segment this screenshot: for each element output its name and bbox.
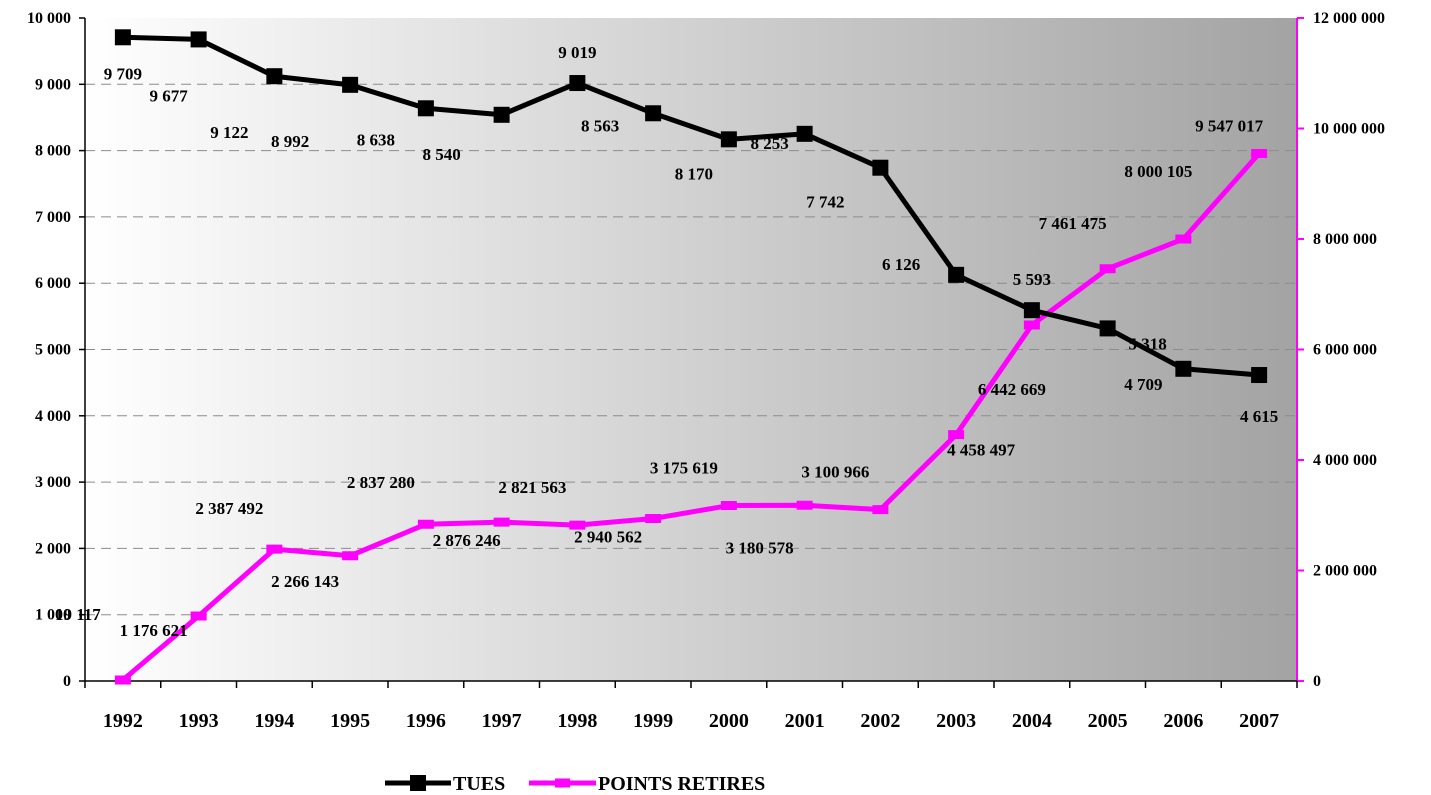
x-tick-label: 2005 xyxy=(1088,710,1128,732)
points-retires-data-label: 1 176 621 xyxy=(120,621,188,640)
points-retires-data-label: 2 266 143 xyxy=(271,572,339,591)
tues-marker xyxy=(1099,320,1116,337)
x-tick-label: 1997 xyxy=(482,710,522,732)
tues-data-label: 8 638 xyxy=(357,130,395,149)
points-retires-data-label: 3 100 966 xyxy=(801,463,869,482)
tues-marker xyxy=(493,106,510,123)
right-tick-label: 0 xyxy=(1313,673,1321,690)
left-tick-label: 5 000 xyxy=(35,342,71,359)
data-labels: 9 709 9 677 9 122 8 992 8 638 8 540 9 019 8 563… xyxy=(55,43,1278,640)
tues-data-label: 7 742 xyxy=(806,193,844,212)
right-y-axis: 0 2 000 000 4 000 000 6 000 000 8 000 000 10 … xyxy=(1296,10,1385,690)
left-tick-label: 10 000 xyxy=(27,10,71,27)
points-retires-data-label: 8 000 105 xyxy=(1124,162,1192,181)
tues-marker xyxy=(417,100,434,117)
tues-data-label: 5 593 xyxy=(1013,270,1051,289)
tues-data-label: 6 126 xyxy=(882,255,920,274)
tues-data-label: 8 992 xyxy=(271,132,309,151)
tues-data-label: 8 540 xyxy=(423,145,461,164)
right-tick-label: 6 000 000 xyxy=(1313,342,1377,359)
x-tick-label: 2007 xyxy=(1239,710,1279,732)
tues-data-label: 5 318 xyxy=(1129,334,1167,353)
tues-marker xyxy=(1175,360,1192,377)
points-retires-data-label: 2 940 562 xyxy=(574,528,642,547)
points-retires-data-label: 9 547 017 xyxy=(1195,117,1264,136)
points-retires-data-label: 6 442 669 xyxy=(978,380,1046,399)
points-retires-data-label: 3 180 578 xyxy=(726,538,794,557)
x-tick-label: 1993 xyxy=(179,710,219,732)
x-tick-label: 2004 xyxy=(1012,710,1052,732)
x-tick-label: 1998 xyxy=(557,710,597,732)
legend-tues-label: TUES xyxy=(453,773,505,795)
left-tick-label: 6 000 xyxy=(35,275,71,292)
legend-tues-marker xyxy=(410,775,426,791)
right-tick-label: 2 000 000 xyxy=(1313,563,1377,580)
x-tick-label: 1999 xyxy=(633,710,673,732)
left-tick-label: 9 000 xyxy=(35,76,71,93)
series-tues-line xyxy=(122,34,1260,378)
tues-marker xyxy=(569,75,586,92)
left-tick-label: 0 xyxy=(63,673,71,690)
left-tick-label: 1 000 xyxy=(35,607,71,624)
tues-marker xyxy=(342,76,359,93)
x-tick-label: 1992 xyxy=(103,710,143,732)
series-layer xyxy=(114,29,1268,685)
tues-data-label: 9 122 xyxy=(210,123,248,142)
left-y-axis: 0 1 000 2 000 3 000 4 000 5 000 6 000 7 000 8 00… xyxy=(27,10,86,690)
tues-data-label: 8 563 xyxy=(581,116,619,135)
left-tick-label: 4 000 xyxy=(35,408,71,425)
x-tick-label: 2003 xyxy=(936,710,976,732)
x-axis: 1992 1993 1994 1995 1996 1997 1998 1999 2000 2001… xyxy=(84,680,1298,732)
tues-data-label: 8 170 xyxy=(675,164,713,183)
right-tick-label: 10 000 000 xyxy=(1313,121,1385,138)
tues-data-label: 8 253 xyxy=(751,134,789,153)
points-retires-data-label: 2 837 280 xyxy=(347,473,415,492)
right-tick-label: 4 000 000 xyxy=(1313,452,1377,469)
points-retires-data-label: 7 461 475 xyxy=(1039,214,1107,233)
left-tick-label: 2 000 xyxy=(35,540,71,557)
gridlines xyxy=(85,83,1297,616)
x-tick-label: 2000 xyxy=(709,710,749,732)
tues-data-label: 9 019 xyxy=(558,43,596,62)
left-tick-label: 7 000 xyxy=(35,209,71,226)
series-points-retires-line xyxy=(121,151,1261,682)
left-tick-label: 8 000 xyxy=(35,143,71,160)
tues-marker xyxy=(645,105,662,122)
tues-marker xyxy=(266,68,283,85)
legend-points-label: POINTS RETIRES xyxy=(598,773,765,795)
x-tick-label: 1995 xyxy=(330,710,370,732)
tues-data-label: 4 615 xyxy=(1240,407,1278,426)
points-retires-data-label: 3 175 619 xyxy=(650,459,718,478)
tues-marker xyxy=(1251,367,1268,384)
tues-marker xyxy=(796,125,813,142)
points-retires-data-label: 19 117 xyxy=(55,605,101,624)
tues-marker xyxy=(190,31,207,48)
points-retires-data-label: 2 876 246 xyxy=(433,531,501,550)
tues-marker xyxy=(872,159,889,176)
points-retires-data-label: 4 458 497 xyxy=(947,441,1016,460)
tues-data-label: 9 709 xyxy=(104,64,142,83)
tues-data-label: 4 709 xyxy=(1124,375,1162,394)
x-tick-label: 2006 xyxy=(1163,710,1203,732)
points-retires-data-label: 2 821 563 xyxy=(498,478,566,497)
tues-data-label: 9 677 xyxy=(150,86,189,105)
points-retires-data-label: 2 387 492 xyxy=(195,499,263,518)
tues-marker xyxy=(114,29,131,46)
x-tick-label: 1996 xyxy=(406,710,446,732)
right-tick-label: 12 000 000 xyxy=(1313,10,1385,27)
tues-marker xyxy=(1023,302,1040,319)
x-tick-label: 2002 xyxy=(860,710,900,732)
x-tick-label: 2001 xyxy=(785,710,825,732)
tues-marker xyxy=(720,131,737,148)
legend: TUES POINTS RETIRES xyxy=(385,773,765,795)
tues-marker xyxy=(948,266,965,283)
left-tick-label: 3 000 xyxy=(35,474,71,491)
x-tick-label: 1994 xyxy=(254,710,294,732)
right-tick-label: 8 000 000 xyxy=(1313,231,1377,248)
